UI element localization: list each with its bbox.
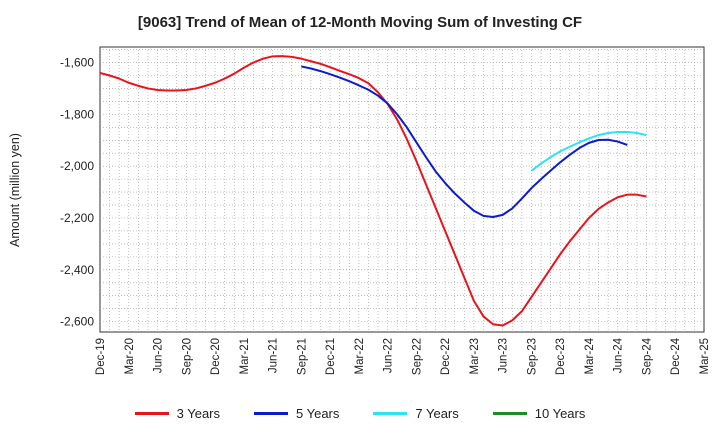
- x-tick-label: Sep-23: [526, 338, 538, 375]
- x-tick-label: Jun-23: [498, 338, 510, 373]
- x-tick-label: Mar-23: [469, 338, 481, 374]
- legend-item-10-years: 10 Years: [492, 406, 586, 421]
- x-tick-label: Mar-21: [239, 338, 251, 374]
- legend: 3 Years 5 Years 7 Years 10 Years: [0, 406, 720, 421]
- series-line-3-years: [99, 55, 647, 327]
- y-tick-label: -2,000: [60, 159, 94, 173]
- y-tick-label: -2,400: [60, 263, 94, 277]
- legend-swatch: [254, 412, 288, 415]
- legend-item-7-years: 7 Years: [373, 406, 459, 421]
- x-tick-label: Dec-19: [95, 338, 107, 375]
- legend-label: 5 Years: [296, 406, 340, 421]
- legend-label: 3 Years: [176, 406, 220, 421]
- x-ticks: Dec-19 Mar-20 Jun-20 Sep-20 Dec-20 Mar-21 Jun-…: [95, 337, 711, 375]
- legend-item-3-years: 3 Years: [134, 406, 220, 421]
- x-tick-label: Sep-22: [411, 338, 423, 375]
- legend-label: 10 Years: [534, 406, 586, 421]
- y-axis-label: Amount (million yen): [8, 133, 22, 247]
- x-tick-label: Jun-21: [268, 338, 280, 373]
- x-tick-label: Sep-24: [641, 337, 653, 375]
- series-line-5-years: [301, 65, 628, 218]
- y-tick-label: -2,600: [60, 315, 94, 329]
- x-tick-label: Mar-24: [584, 337, 596, 374]
- x-tick-label: Mar-20: [124, 338, 136, 374]
- x-tick-label: Jun-24: [613, 337, 625, 373]
- y-tick-label: -1,600: [60, 56, 94, 70]
- x-tick-label: Dec-20: [210, 338, 222, 375]
- x-tick-label: Jun-22: [383, 338, 395, 373]
- x-tick-label: Sep-20: [181, 338, 193, 375]
- x-tick-label: Sep-21: [296, 338, 308, 375]
- x-tick-label: Dec-22: [440, 338, 452, 375]
- x-tick-label: Dec-24: [670, 337, 682, 375]
- y-tick-label: -2,200: [60, 211, 94, 225]
- legend-swatch: [134, 412, 169, 415]
- legend-swatch: [492, 412, 527, 415]
- series-lines: [99, 55, 647, 327]
- y-tick-label: -1,800: [60, 107, 94, 121]
- legend-label: 7 Years: [415, 406, 459, 421]
- legend-swatch: [373, 412, 408, 415]
- x-tick-label: Dec-21: [325, 338, 337, 375]
- y-ticks: -1,600 -1,800 -2,000 -2,200 -2,400 -2,600: [60, 56, 94, 329]
- plot-area: [99, 46, 705, 333]
- x-tick-label: Dec-23: [555, 338, 567, 375]
- x-tick-label: Mar-22: [354, 338, 366, 374]
- chart-title: [9063] Trend of Mean of 12-Month Moving …: [137, 14, 583, 31]
- x-tick-label: Mar-25: [699, 338, 711, 374]
- grid: [100, 47, 704, 332]
- series-line-7-years: [530, 130, 647, 172]
- x-tick-label: Jun-20: [153, 338, 165, 373]
- legend-item-5-years: 5 Years: [254, 406, 339, 421]
